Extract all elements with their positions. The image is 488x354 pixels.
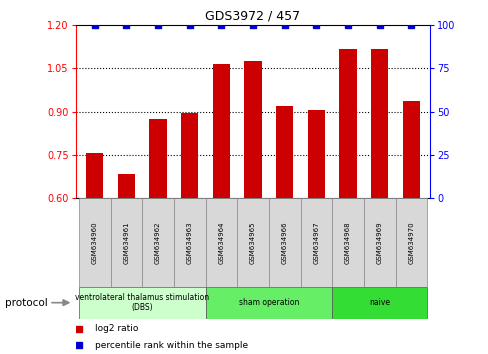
Bar [331, 198, 363, 287]
Text: GSM634964: GSM634964 [218, 221, 224, 264]
Bar [395, 198, 427, 287]
Text: percentile rank within the sample: percentile rank within the sample [95, 341, 248, 350]
Bar [363, 198, 395, 287]
Bar [110, 198, 142, 287]
Text: GSM634966: GSM634966 [281, 221, 287, 264]
Text: GSM634970: GSM634970 [407, 221, 413, 264]
Bar [370, 49, 387, 198]
Text: GSM634969: GSM634969 [376, 221, 382, 264]
Text: naive: naive [368, 298, 389, 307]
Bar [237, 198, 268, 287]
Bar [331, 287, 427, 319]
Bar [307, 110, 325, 198]
Bar [181, 113, 198, 198]
Text: GSM634967: GSM634967 [313, 221, 319, 264]
Bar [142, 198, 174, 287]
Text: GSM634961: GSM634961 [123, 221, 129, 264]
Text: ventrolateral thalamus stimulation
(DBS): ventrolateral thalamus stimulation (DBS) [75, 293, 209, 312]
Bar [86, 153, 103, 198]
Bar [118, 174, 135, 198]
Bar [244, 61, 261, 198]
Bar [149, 119, 166, 198]
Bar [402, 101, 419, 198]
Text: GSM634962: GSM634962 [155, 221, 161, 264]
Text: protocol: protocol [5, 298, 47, 308]
Bar [339, 49, 356, 198]
Bar [275, 106, 293, 198]
Bar [212, 64, 230, 198]
Text: GSM634963: GSM634963 [186, 221, 192, 264]
Bar [79, 198, 110, 287]
Text: log2 ratio: log2 ratio [95, 324, 139, 333]
Text: GSM634960: GSM634960 [92, 221, 98, 264]
Bar [79, 287, 205, 319]
Bar [205, 198, 237, 287]
Text: sham operation: sham operation [238, 298, 299, 307]
Bar [268, 198, 300, 287]
Bar [174, 198, 205, 287]
Bar [205, 287, 331, 319]
Bar [300, 198, 331, 287]
Text: GSM634968: GSM634968 [345, 221, 350, 264]
Text: GSM634965: GSM634965 [249, 221, 256, 264]
Title: GDS3972 / 457: GDS3972 / 457 [205, 9, 300, 22]
